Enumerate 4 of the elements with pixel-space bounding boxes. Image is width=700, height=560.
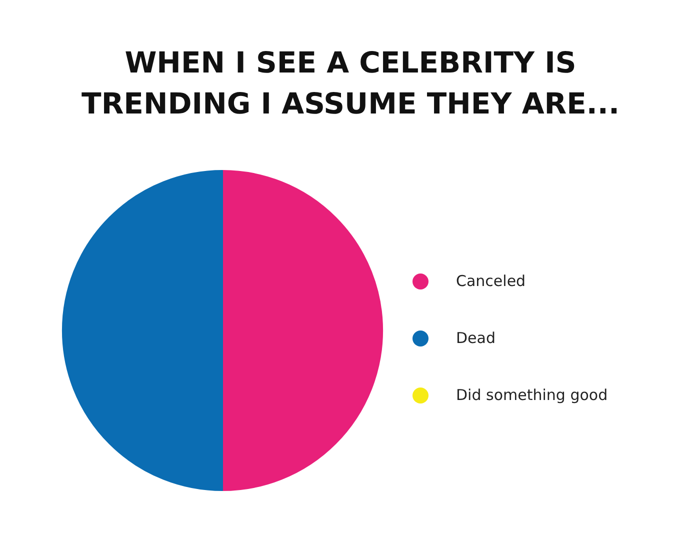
legend-label: Did something good bbox=[456, 386, 608, 404]
legend-label: Dead bbox=[456, 329, 496, 347]
legend-label: Canceled bbox=[456, 272, 526, 290]
chart-title: WHEN I SEE A CELEBRITY IS TRENDING I ASSUME THEY ARE... bbox=[82, 46, 620, 120]
